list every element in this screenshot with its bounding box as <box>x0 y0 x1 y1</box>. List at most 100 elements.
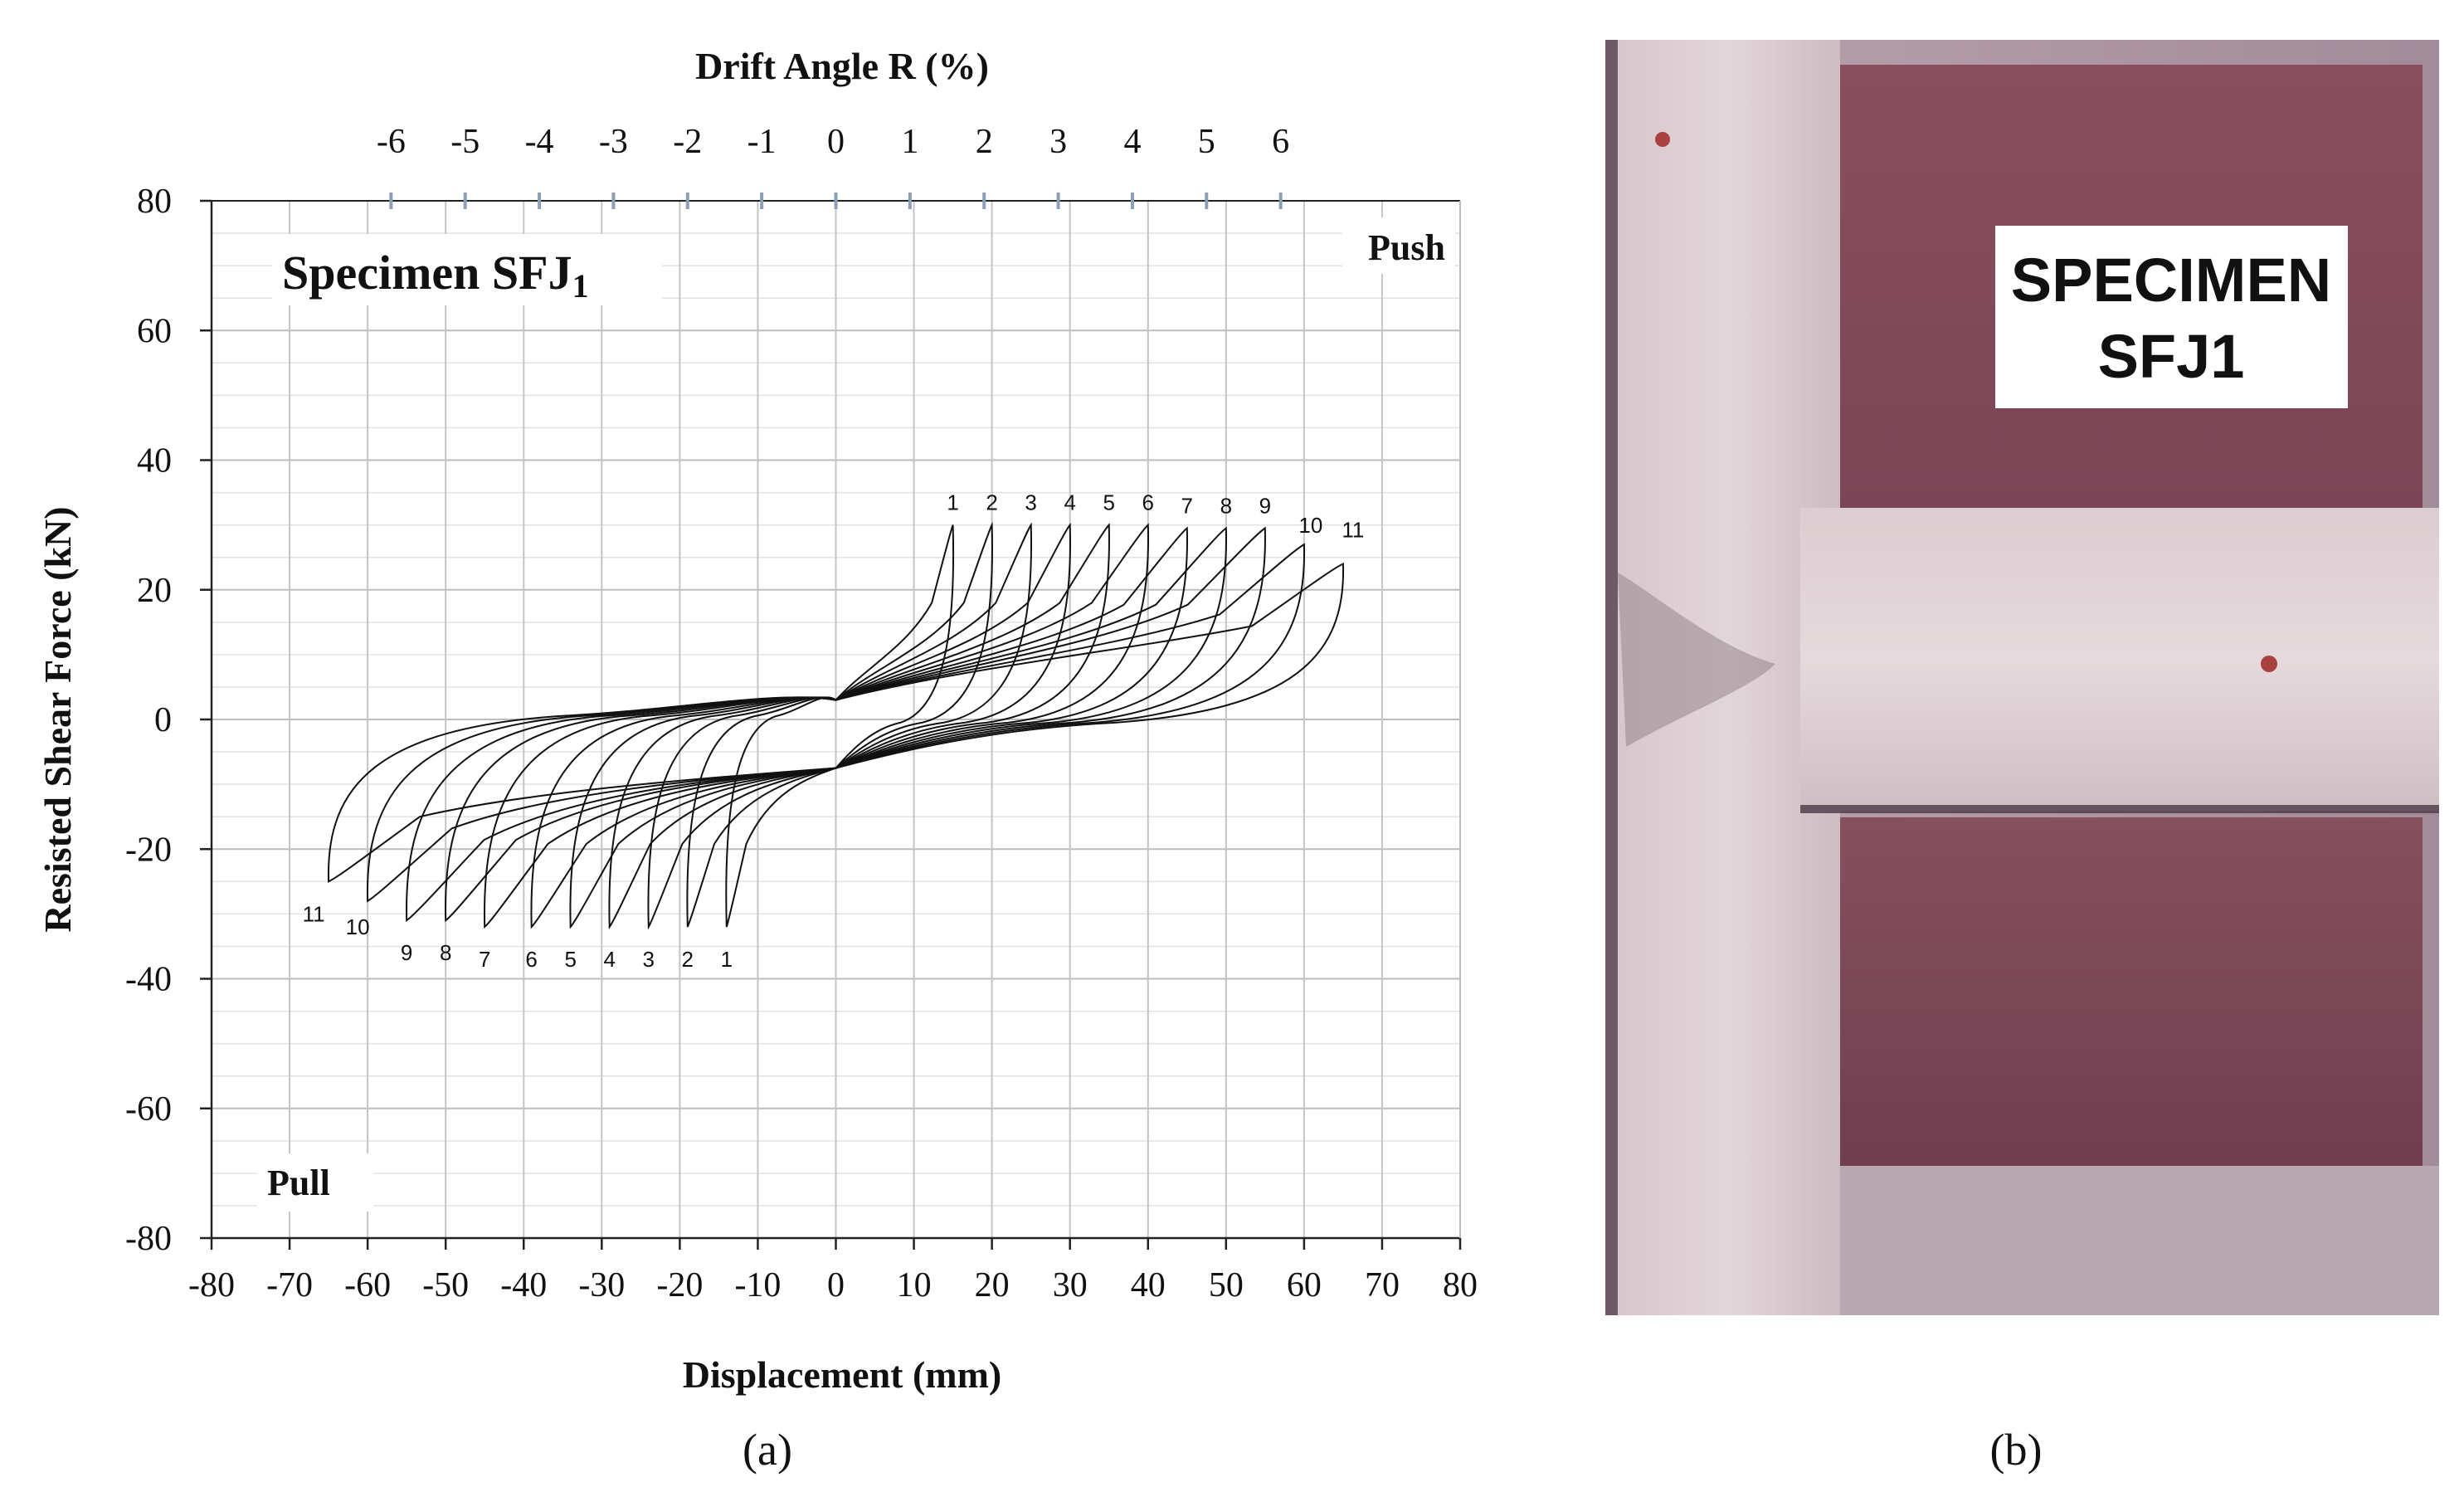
y-tick-label: 60 <box>137 312 172 350</box>
caption-a: (a) <box>743 1425 792 1475</box>
pull-label: Pull <box>267 1163 330 1203</box>
x-tick-label: -70 <box>266 1266 313 1304</box>
cycle-label-pos: 1 <box>947 490 958 515</box>
x-tick-label: 20 <box>975 1266 1010 1304</box>
cycle-label-pos: 4 <box>1064 490 1075 515</box>
top-axis-title: Drift Angle R (%) <box>695 45 989 87</box>
drift-tick-label: -2 <box>673 123 702 161</box>
hysteresis-cycle-11 <box>328 562 1344 883</box>
y-tick-label: -40 <box>125 961 172 999</box>
specimen-label-bg <box>272 234 662 305</box>
y-tick-label: 20 <box>137 572 172 610</box>
x-tick-label: -80 <box>188 1266 235 1304</box>
cycle-label-pos: 3 <box>1025 490 1036 515</box>
hysteresis-cycle-2 <box>686 521 993 928</box>
cycle-label-neg: 3 <box>643 947 655 972</box>
drift-tick-label: 3 <box>1049 123 1067 161</box>
hysteresis-cycle-9 <box>406 526 1266 923</box>
hysteresis-loops <box>328 521 1344 930</box>
sign-line-2: SFJ1 <box>2098 322 2245 391</box>
hysteresis-cycle-7 <box>484 526 1188 929</box>
drift-tick-label: 2 <box>976 123 993 161</box>
cycle-label-neg: 2 <box>682 947 694 972</box>
specimen-label-subscript: 1 <box>572 267 589 305</box>
beam-shadow <box>1800 805 2439 813</box>
specimen-sign <box>1995 226 2348 408</box>
push-label-bg <box>1342 217 1455 274</box>
y-tick-label: -80 <box>125 1220 172 1258</box>
specimen-photo: SPECIMEN SFJ1 <box>1605 40 2439 1315</box>
floor-area <box>1838 1166 2439 1315</box>
caption-b: (b) <box>1990 1425 2043 1475</box>
cycle-label-pos: 9 <box>1259 494 1271 519</box>
hysteresis-cycle-3 <box>647 522 1033 930</box>
backing-paper-bottom <box>1838 817 2423 1166</box>
cycle-label-pos: 6 <box>1142 490 1154 515</box>
drift-tick-label: -1 <box>747 123 777 161</box>
x-tick-label: 60 <box>1287 1266 1322 1304</box>
x-tick-label: 40 <box>1131 1266 1166 1304</box>
plot-grid <box>212 200 1460 1239</box>
cycle-label-neg: 9 <box>401 940 412 965</box>
cycle-label-neg: 11 <box>303 901 325 926</box>
plot-frame <box>200 193 1462 1250</box>
cycle-label-pos: 11 <box>1342 518 1364 543</box>
x-tick-label: -40 <box>500 1266 547 1304</box>
beam-element <box>1800 508 2439 811</box>
cycle-label-neg: 5 <box>564 947 576 972</box>
cycle-label-neg: 6 <box>525 947 537 972</box>
cycle-label-neg: 7 <box>479 947 490 972</box>
x-tick-label: -20 <box>656 1266 703 1304</box>
hysteresis-cycle-1 <box>725 524 955 928</box>
drift-tick-label: 5 <box>1198 123 1215 161</box>
y-axis-title: Resisted Shear Force (kN) <box>37 506 79 932</box>
cycle-label-pos: 10 <box>1298 513 1322 538</box>
hysteresis-cycle-4 <box>608 522 1071 929</box>
y-tick-label: -20 <box>125 831 172 869</box>
drift-tick-label: 4 <box>1123 123 1141 161</box>
x-tick-label: 80 <box>1443 1266 1478 1304</box>
sign-line-1: SPECIMEN <box>2011 246 2332 314</box>
drift-tick-label: -6 <box>377 123 406 161</box>
pull-label-bg <box>257 1153 373 1212</box>
x-axis-title: Displacement (mm) <box>683 1353 1002 1396</box>
cycle-label-neg: 8 <box>440 940 451 965</box>
hysteresis-cycle-5 <box>569 523 1110 929</box>
x-tick-label: -50 <box>422 1266 469 1304</box>
drift-tick-label: -3 <box>599 123 628 161</box>
cycle-label-pos: 7 <box>1181 494 1193 519</box>
y-tick-label: 0 <box>154 701 172 739</box>
cycle-label-pos: 2 <box>986 490 997 515</box>
cycle-label-pos: 8 <box>1220 494 1232 519</box>
cycle-label-neg: 10 <box>346 914 370 939</box>
drift-tick-label: 1 <box>901 123 918 161</box>
drift-tick-label: 0 <box>827 123 845 161</box>
push-label: Push <box>1368 227 1445 268</box>
specimen-label: Specimen SFJ1 <box>282 246 589 305</box>
hysteresis-cycle-10 <box>367 543 1305 903</box>
hysteresis-cycle-6 <box>530 523 1150 929</box>
joint-damage <box>1618 573 1775 747</box>
hysteresis-cycle-8 <box>445 526 1227 923</box>
x-tick-label: 50 <box>1209 1266 1244 1304</box>
y-tick-label: 40 <box>137 442 172 480</box>
cycle-label-neg: 4 <box>603 947 615 972</box>
x-tick-label: 30 <box>1053 1266 1088 1304</box>
x-tick-label: 70 <box>1365 1266 1400 1304</box>
drift-tick-label: 6 <box>1272 123 1289 161</box>
stain-mark <box>1655 132 1670 147</box>
x-tick-label: -60 <box>344 1266 391 1304</box>
x-tick-label: 10 <box>897 1266 932 1304</box>
stain-mark <box>2261 656 2277 672</box>
drift-tick-label: -5 <box>450 123 480 161</box>
y-tick-label: -60 <box>125 1090 172 1129</box>
x-tick-label: -10 <box>734 1266 781 1304</box>
cycle-label-pos: 5 <box>1103 490 1114 515</box>
cycle-label-neg: 1 <box>721 947 733 972</box>
y-tick-label: 80 <box>137 183 172 221</box>
x-tick-label: -30 <box>578 1266 625 1304</box>
specimen-label-main: Specimen SFJ <box>282 246 572 300</box>
